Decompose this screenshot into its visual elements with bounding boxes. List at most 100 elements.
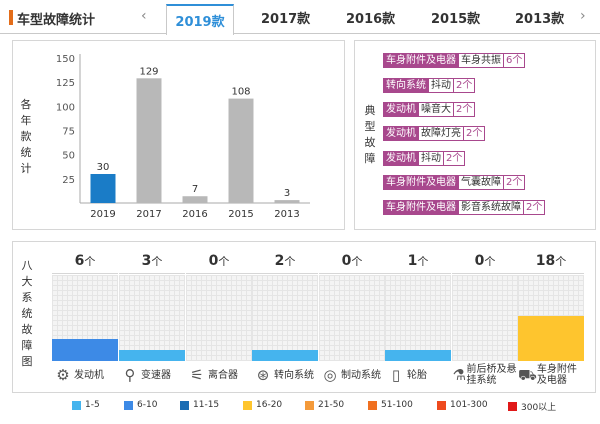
tab-2013[interactable]: 2013款 [515, 12, 565, 27]
x-tick-label: 2019 [90, 209, 115, 220]
system-grid [252, 275, 318, 361]
system-name: 前后桥及悬挂系统 [466, 364, 517, 386]
y-tick-label: 50 [62, 151, 75, 162]
yearly-stats-panel [12, 40, 345, 230]
system-icon: ▯ [391, 365, 401, 384]
count-number: 0 [341, 253, 352, 269]
header-bar [0, 0, 600, 34]
system-grid [52, 275, 118, 361]
bar[interactable] [274, 200, 300, 203]
count-unit: 个 [218, 255, 230, 268]
count-number: 1 [407, 253, 418, 269]
bar-value-label: 108 [231, 87, 250, 98]
system-count: 18个 [518, 249, 584, 274]
system-column[interactable]: 0个 [452, 249, 519, 361]
system-column[interactable]: 2个 [252, 249, 319, 361]
system-grid [452, 275, 518, 361]
tab-2015[interactable]: 2015款 [431, 12, 481, 27]
legend-swatch [508, 402, 517, 411]
system-name: 车身附件及电器 [536, 364, 577, 386]
system-column[interactable]: 6个 [52, 249, 119, 361]
y-tick-label: 100 [56, 102, 75, 113]
bar[interactable] [90, 174, 116, 203]
legend-swatch [368, 400, 377, 410]
fault-tag[interactable]: 发动机 抖动 2个 [383, 151, 466, 166]
x-tick-label: 2016 [182, 209, 207, 220]
y-tick-label: 125 [56, 78, 75, 89]
legend-item: 11-15 [180, 400, 219, 410]
count-number: 0 [474, 253, 485, 269]
bar[interactable] [136, 78, 162, 203]
tab-2016[interactable]: 2016款 [346, 12, 396, 27]
system-count: 6个 [52, 249, 118, 274]
bar[interactable] [228, 98, 254, 203]
system-label[interactable]: ⚗ 前后桥及悬挂系统 [452, 362, 519, 388]
system-label[interactable]: ⛟ 车身附件及电器 [518, 362, 585, 388]
system-column[interactable]: 0个 [319, 249, 386, 361]
legend-label: 21-50 [318, 400, 345, 410]
count-unit: 个 [351, 255, 363, 268]
system-column[interactable]: 1个 [385, 249, 452, 361]
system-icon: ⊛ [256, 365, 270, 384]
legend-item: 1-5 [72, 400, 100, 410]
prev-arrow-icon[interactable]: ‹ [141, 8, 147, 24]
legend-swatch [305, 400, 314, 410]
system-label[interactable]: ◎ 制动系统 [319, 362, 386, 388]
legend-item: 101-300 [437, 400, 488, 410]
system-count: 0个 [319, 249, 385, 274]
system-column[interactable]: 18个 [518, 249, 585, 361]
system-label[interactable]: ⊛ 转向系统 [252, 362, 319, 388]
typical-side-label: 典型故障 [364, 104, 376, 165]
yearly-bar-chart: 25 50 75 100 125 150 30 2019 129 2017 7 2016 108 2015… [56, 54, 310, 220]
legend-item: 51-100 [368, 400, 413, 410]
count-unit: 个 [284, 255, 296, 268]
fault-tag[interactable]: 车身附件及电器 影音系统故障 2个 [383, 200, 546, 215]
yearly-side-label: 各年款统计 [20, 98, 32, 175]
system-name: 变速器 [141, 369, 171, 381]
fault-tag[interactable]: 车身附件及电器 气囊故障 2个 [383, 175, 526, 190]
legend-item: 21-50 [305, 400, 344, 410]
system-icon: ◎ [323, 365, 337, 384]
system-count: 3个 [119, 249, 185, 274]
system-count: 0个 [186, 249, 252, 274]
system-label[interactable]: ⚲ 变速器 [119, 362, 186, 388]
bar-value-label: 30 [97, 162, 110, 173]
count-unit: 个 [555, 255, 567, 268]
bar-value-label: 7 [192, 184, 198, 195]
y-tick-label: 75 [62, 127, 75, 138]
system-icon: ⚲ [124, 365, 136, 384]
title-accent [9, 10, 13, 25]
legend-label: 51-100 [381, 400, 413, 410]
y-tick-label: 25 [62, 175, 75, 186]
x-tick-label: 2015 [228, 209, 253, 220]
system-label[interactable]: ⚟ 离合器 [186, 362, 253, 388]
system-column[interactable]: 0个 [186, 249, 253, 361]
tab-2017[interactable]: 2017款 [261, 12, 311, 27]
system-name: 发动机 [74, 369, 104, 381]
system-name: 制动系统 [341, 369, 381, 381]
tab-2019[interactable]: 2019款 [166, 4, 234, 35]
system-label[interactable]: ⚙ 发动机 [52, 362, 119, 388]
legend-item: 300以上 [508, 400, 556, 413]
system-label[interactable]: ▯ 轮胎 [385, 362, 452, 388]
legend-label: 101-300 [450, 400, 488, 410]
fault-tag[interactable]: 车身附件及电器 车身共振 6个 [383, 53, 526, 68]
system-grid [319, 275, 385, 361]
legend-label: 1-5 [85, 400, 100, 410]
x-tick-label: 2017 [136, 209, 161, 220]
next-arrow-icon[interactable]: › [580, 8, 586, 24]
system-level-fill [252, 349, 318, 361]
legend-label: 300以上 [521, 403, 557, 413]
fault-tag[interactable]: 发动机 噪音大 2个 [383, 102, 476, 117]
system-count: 2个 [252, 249, 318, 274]
system-name: 轮胎 [407, 369, 427, 381]
count-unit: 个 [417, 255, 429, 268]
fault-tag[interactable]: 发动机 故障灯亮 2个 [383, 126, 486, 141]
bar[interactable] [182, 196, 208, 203]
system-column[interactable]: 3个 [119, 249, 186, 361]
fault-tag[interactable]: 转向系统 抖动 2个 [383, 78, 476, 93]
system-level-fill [119, 349, 185, 361]
legend-swatch [124, 400, 133, 410]
x-tick-label: 2013 [274, 209, 299, 220]
count-unit: 个 [484, 255, 496, 268]
